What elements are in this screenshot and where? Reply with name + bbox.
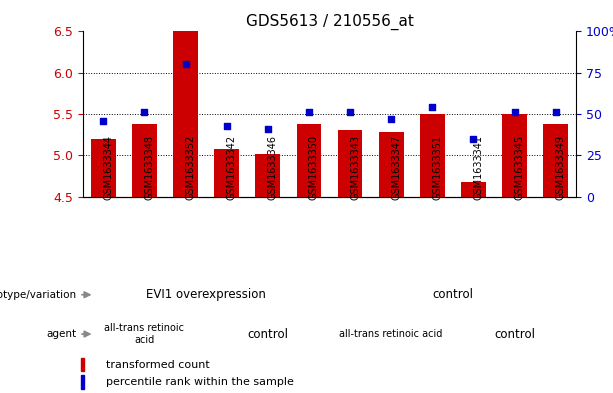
Bar bbox=[173, 31, 198, 196]
Text: transformed count: transformed count bbox=[106, 360, 210, 370]
Text: GSM1633352: GSM1633352 bbox=[186, 135, 196, 200]
Text: GSM1633347: GSM1633347 bbox=[391, 135, 401, 200]
Text: GSM1633348: GSM1633348 bbox=[145, 136, 154, 200]
Text: GSM1633343: GSM1633343 bbox=[350, 136, 360, 200]
Point bbox=[468, 136, 478, 142]
Bar bbox=[215, 149, 239, 196]
Text: all-trans retinoic acid: all-trans retinoic acid bbox=[340, 329, 443, 339]
Point bbox=[263, 126, 273, 132]
Text: GSM1633351: GSM1633351 bbox=[432, 135, 443, 200]
Point bbox=[140, 109, 150, 116]
Text: GSM1633350: GSM1633350 bbox=[309, 135, 319, 200]
Bar bbox=[420, 114, 444, 196]
Point bbox=[550, 109, 560, 116]
Text: GSM1633342: GSM1633342 bbox=[227, 135, 237, 200]
Bar bbox=[256, 154, 280, 196]
Text: GSM1633341: GSM1633341 bbox=[473, 136, 484, 200]
Bar bbox=[543, 124, 568, 196]
Point bbox=[222, 122, 232, 129]
Text: genotype/variation: genotype/variation bbox=[0, 290, 77, 300]
Bar bbox=[81, 358, 84, 371]
Point bbox=[304, 109, 314, 116]
Text: GSM1633345: GSM1633345 bbox=[514, 135, 525, 200]
Text: all-trans retinoic
acid: all-trans retinoic acid bbox=[104, 323, 185, 345]
Bar bbox=[338, 130, 362, 196]
Text: EVI1 overexpression: EVI1 overexpression bbox=[146, 288, 266, 301]
Text: GSM1633349: GSM1633349 bbox=[555, 136, 566, 200]
Point bbox=[99, 118, 109, 124]
Point bbox=[427, 104, 437, 110]
Point bbox=[181, 61, 191, 68]
Point bbox=[509, 109, 519, 116]
Bar bbox=[461, 182, 485, 196]
Point bbox=[345, 109, 355, 116]
Bar bbox=[297, 124, 321, 196]
Bar bbox=[379, 132, 403, 196]
Bar bbox=[91, 139, 116, 196]
Text: GSM1633344: GSM1633344 bbox=[104, 136, 113, 200]
Text: control: control bbox=[432, 288, 473, 301]
Text: control: control bbox=[247, 327, 288, 341]
Point bbox=[386, 116, 396, 122]
Text: percentile rank within the sample: percentile rank within the sample bbox=[106, 377, 294, 387]
Bar bbox=[132, 124, 157, 196]
Bar bbox=[81, 375, 84, 389]
Bar bbox=[502, 114, 527, 196]
Text: control: control bbox=[494, 327, 535, 341]
Text: agent: agent bbox=[47, 329, 77, 339]
Text: GSM1633346: GSM1633346 bbox=[268, 136, 278, 200]
Title: GDS5613 / 210556_at: GDS5613 / 210556_at bbox=[246, 14, 413, 30]
